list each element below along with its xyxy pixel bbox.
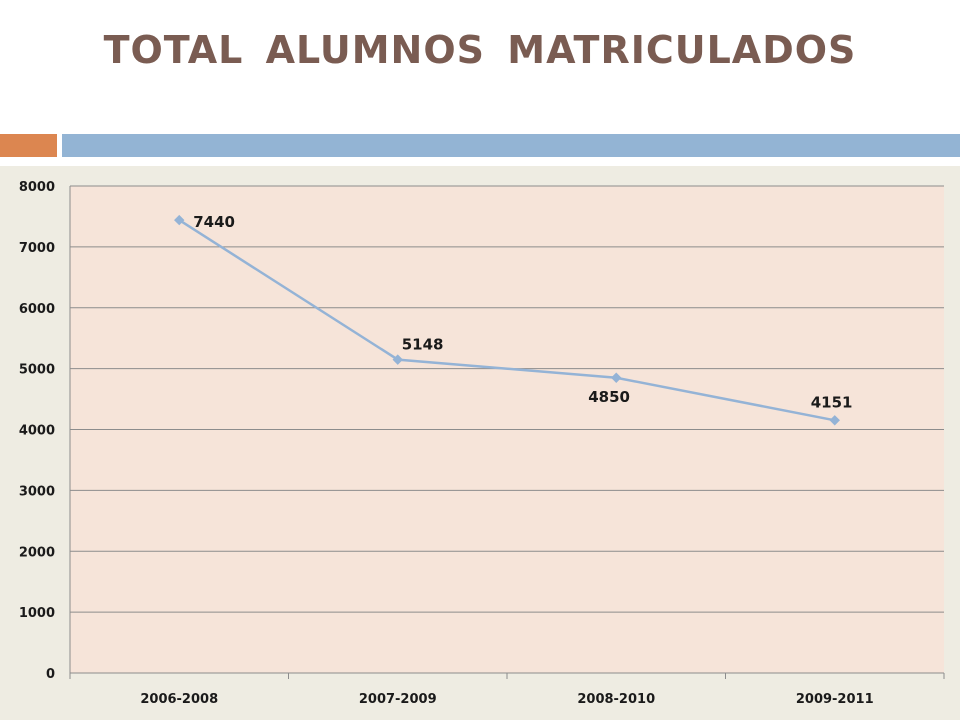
- y-tick-label-0: 0: [46, 667, 55, 682]
- y-tick-label-5000: 5000: [19, 363, 55, 378]
- y-tick-label-3000: 3000: [19, 484, 55, 499]
- data-point-2006-2008: [174, 214, 185, 226]
- data-point-2009-2011: [829, 415, 840, 426]
- x-tick-label-2006-2008: 2006-2008: [140, 692, 218, 707]
- series-line: [178, 219, 835, 422]
- x-tick-label-2007-2009: 2007-2009: [359, 692, 437, 707]
- x-tick-label-2008-2010: 2008-2010: [577, 692, 655, 707]
- chart-panel: 0 1000 2000 3000 4000 5000 6000 7000 8000 2006-20…: [0, 166, 960, 720]
- accent-bar-blue: [62, 134, 960, 157]
- slide-title: TOTAL ALUMNOS MATRICULADOS: [103, 28, 857, 72]
- data-label-2006-2008: 7440: [193, 213, 235, 231]
- y-tick-label-1000: 1000: [19, 606, 55, 621]
- line-chart: 0 1000 2000 3000 4000 5000 6000 7000 8000 2006-20…: [19, 180, 945, 707]
- accent-bar-orange: [0, 134, 57, 157]
- data-point-2008-2010: [611, 372, 622, 383]
- x-tick-label-2009-2011: 2009-2011: [796, 692, 874, 707]
- y-tick-label-6000: 6000: [19, 302, 55, 317]
- data-label-2009-2011: 4151: [811, 393, 853, 411]
- y-tick-label-8000: 8000: [19, 180, 55, 195]
- y-tick-label-4000: 4000: [19, 424, 55, 439]
- data-label-2008-2010: 4850: [588, 388, 630, 406]
- data-point-2007-2009: [392, 354, 403, 365]
- data-label-2007-2009: 5148: [402, 336, 444, 354]
- y-tick-label-7000: 7000: [19, 241, 55, 256]
- y-tick-label-2000: 2000: [19, 545, 55, 560]
